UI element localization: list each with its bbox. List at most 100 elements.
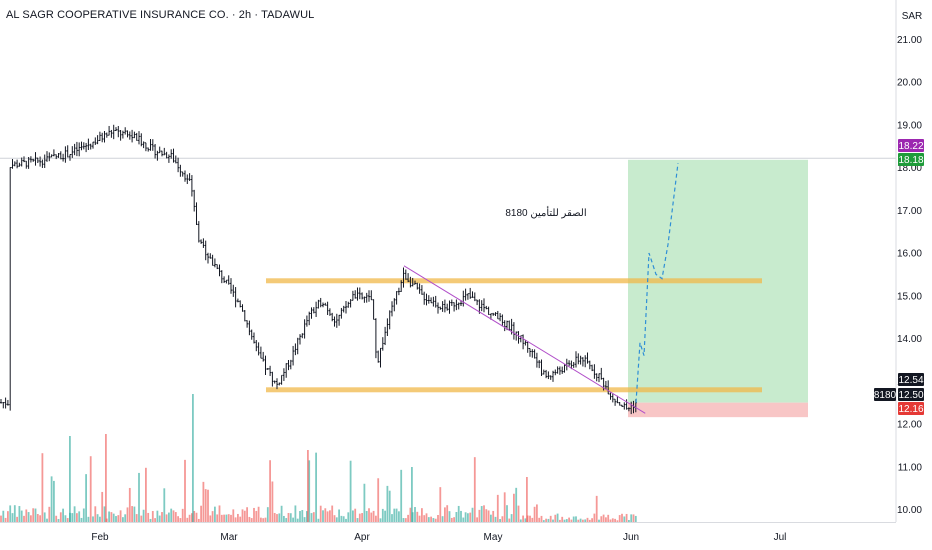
volume-spike <box>69 436 71 522</box>
volume-bar <box>253 507 255 522</box>
volume-bar <box>168 512 170 522</box>
volume-bar <box>66 518 69 522</box>
volume-bar <box>588 519 591 522</box>
volume-bar <box>16 516 18 522</box>
volume-bar <box>625 513 628 522</box>
volume-bar <box>556 513 559 522</box>
volume-bar <box>170 508 173 522</box>
volume-bar <box>381 508 384 522</box>
symbol-title[interactable]: AL SAGR COOPERATIVE INSURANCE CO. · 2h ·… <box>6 9 315 21</box>
volume-bar <box>609 519 612 522</box>
volume-bar <box>370 512 373 522</box>
volume-bar <box>161 512 163 522</box>
volume-bar <box>499 519 501 522</box>
volume-bar <box>278 513 281 522</box>
volume-bar <box>522 515 524 522</box>
price-tag-last-bg <box>898 388 924 401</box>
volume-bar <box>386 485 389 522</box>
volume-bar <box>476 517 478 522</box>
volume-bar <box>186 517 189 522</box>
volume-bar <box>416 511 419 522</box>
volume-bar <box>450 517 453 522</box>
volume-bar <box>112 513 115 522</box>
volume-bar <box>623 516 626 522</box>
volume-bar <box>365 510 368 522</box>
volume-bar <box>32 508 35 522</box>
volume-bar <box>73 506 76 522</box>
volume-bar <box>586 517 589 522</box>
volume-bar <box>87 516 90 522</box>
volume-bar <box>473 457 476 522</box>
volume-bar <box>62 508 64 522</box>
volume-bar <box>554 514 557 522</box>
volume-bar <box>117 515 120 522</box>
volume-bar <box>257 506 260 522</box>
y-tick-label: 19.00 <box>897 120 922 131</box>
volume-bar <box>138 472 140 522</box>
volume-bar <box>322 510 324 522</box>
volume-bar <box>306 511 308 522</box>
volume-bar <box>317 518 320 522</box>
volume-bar <box>99 516 101 522</box>
projection-path[interactable] <box>635 163 679 403</box>
volume-bar <box>377 478 380 522</box>
volume-bar <box>200 505 202 522</box>
stop-zone[interactable] <box>628 402 808 418</box>
volume-bar <box>296 518 299 522</box>
volume-bar <box>151 511 154 522</box>
volume-bar <box>243 510 246 522</box>
volume-bar <box>223 514 225 522</box>
volume-bar <box>533 506 536 522</box>
volume-bar <box>388 490 391 522</box>
support-zone[interactable] <box>266 387 762 393</box>
volume-bar <box>204 489 207 522</box>
price-tag-target: 18.18 <box>898 155 923 166</box>
volume-bar <box>611 518 614 522</box>
volume-bar <box>142 509 145 522</box>
volume-bar <box>179 518 182 522</box>
volume-bar <box>480 506 483 522</box>
price-tag-target-bg <box>898 153 924 166</box>
volume-bar <box>34 508 37 522</box>
currency-label[interactable]: SAR <box>902 11 923 22</box>
volume-bar <box>145 467 147 522</box>
volume-bar <box>448 511 451 522</box>
volume-bar <box>20 510 23 522</box>
volume-bar <box>30 515 32 522</box>
volume-bar <box>531 517 534 522</box>
resistance-zone[interactable] <box>266 278 762 284</box>
volume-bar <box>2 510 5 522</box>
volume-bar <box>239 516 242 522</box>
volume-bar <box>82 508 85 522</box>
volume-bar <box>149 518 152 522</box>
volume-bar <box>43 512 46 522</box>
volume-bar <box>409 507 412 522</box>
volume-bar <box>262 518 265 522</box>
volume-bar <box>384 510 386 522</box>
volume-bar <box>492 510 495 522</box>
volume-bar <box>358 513 361 522</box>
volume-bar <box>234 517 237 522</box>
volume-bar <box>124 514 127 522</box>
volume-bar <box>506 505 508 522</box>
volume-bar <box>400 469 403 522</box>
symbol-tag-bg <box>874 388 896 401</box>
volume-bar <box>326 511 329 522</box>
volume-bar <box>110 512 113 522</box>
x-tick-label: May <box>484 532 503 543</box>
volume-bar <box>462 517 465 522</box>
price-tag-stop: 12.16 <box>898 404 923 415</box>
volume-bar <box>379 518 382 522</box>
volume-bar <box>273 512 276 522</box>
trendline[interactable] <box>403 265 646 414</box>
volume-bar <box>71 513 74 522</box>
volume-bar <box>519 519 522 522</box>
volume-bar <box>485 509 488 522</box>
volume-bar <box>220 514 223 522</box>
volume-bar <box>368 508 370 522</box>
y-tick-label: 20.00 <box>897 78 922 89</box>
volume-bar <box>503 492 506 522</box>
volume-bar <box>78 511 81 522</box>
volume-bar <box>11 513 14 522</box>
